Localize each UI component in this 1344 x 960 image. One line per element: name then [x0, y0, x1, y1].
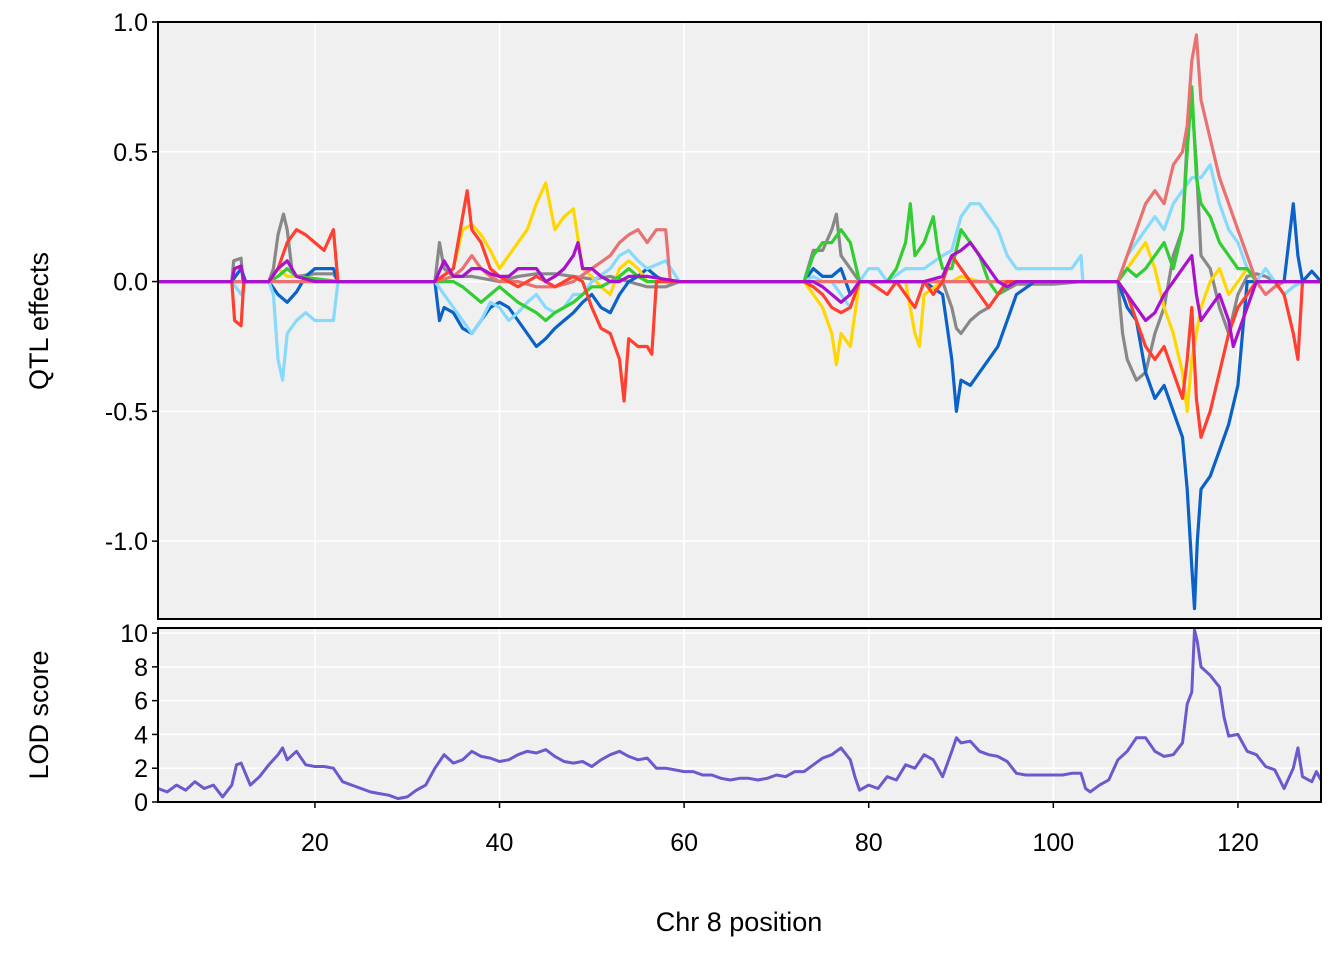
lod-series-0 — [157, 628, 1323, 801]
lod-panel-background — [158, 628, 1321, 802]
x-tick-label: 20 — [301, 829, 329, 857]
lod-panel-frame — [157, 627, 1322, 803]
effects-panel-background — [158, 22, 1321, 619]
effects-y-axis: 1.0 0.5 0.0 -0.5 -1.0 — [105, 9, 158, 556]
lod-ytick-label: 6 — [134, 688, 148, 716]
lod-ytick-label: 8 — [134, 654, 148, 682]
effects-lines — [158, 33, 1323, 611]
lod-lines — [157, 628, 1323, 801]
x-axis-title: Chr 8 position — [656, 907, 823, 937]
effects-ytick-label: 0.0 — [113, 269, 148, 297]
effects-y-axis-title: QTL effects — [24, 252, 54, 390]
effects-ytick-label: 0.5 — [113, 139, 148, 167]
x-tick-label: 80 — [855, 829, 883, 857]
lod-y-axis-title: LOD score — [24, 650, 54, 779]
effects-series-6 — [158, 189, 1321, 439]
lod-ytick-label: 2 — [134, 755, 148, 783]
lod-ytick-label: 10 — [120, 620, 148, 648]
lod-ytick-label: 4 — [134, 721, 148, 749]
effects-series-3 — [158, 163, 1321, 382]
effects-series-7 — [158, 241, 1321, 349]
x-tick-label: 40 — [486, 829, 514, 857]
lod-y-axis: 10 8 6 4 2 0 — [120, 620, 158, 817]
effects-ytick-label: -1.0 — [105, 528, 148, 556]
x-axis: 20 40 60 80 100 120 — [301, 802, 1259, 857]
x-tick-label: 100 — [1032, 829, 1074, 857]
effects-ytick-label: -0.5 — [105, 398, 148, 426]
effects-ytick-label: 1.0 — [113, 9, 148, 37]
effects-panel: 1.0 0.5 0.0 -0.5 -1.0 QTL effects — [24, 9, 1323, 620]
lod-ytick-label: 0 — [134, 789, 148, 817]
x-tick-label: 120 — [1217, 829, 1259, 857]
x-tick-label: 60 — [670, 829, 698, 857]
effects-series-2 — [158, 181, 1321, 413]
effects-panel-frame — [157, 21, 1322, 620]
